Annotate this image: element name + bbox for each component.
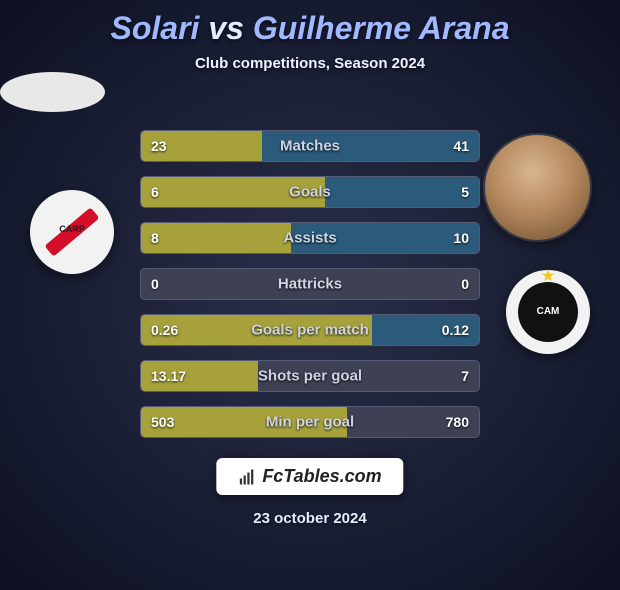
stat-label: Goals per match	[141, 322, 479, 339]
comparison-title: Solari vs Guilherme Arana	[0, 10, 620, 47]
stat-label: Shots per goal	[141, 368, 479, 385]
stat-row: 13.177Shots per goal	[140, 360, 480, 392]
stat-label: Min per goal	[141, 414, 479, 431]
stat-label: Hattricks	[141, 276, 479, 293]
player1-club-badge: CARP	[30, 190, 114, 274]
stat-row: 810Assists	[140, 222, 480, 254]
stat-row: 2341Matches	[140, 130, 480, 162]
player1-name: Solari	[111, 10, 200, 46]
brand-badge: FcTables.com	[216, 458, 403, 495]
player2-name: Guilherme Arana	[253, 10, 510, 46]
stat-row: 00Hattricks	[140, 268, 480, 300]
stat-row: 503780Min per goal	[140, 406, 480, 438]
date-line: 23 october 2024	[0, 510, 620, 527]
club2-label: CAM	[518, 282, 578, 342]
stat-label: Assists	[141, 230, 479, 247]
stat-label: Goals	[141, 184, 479, 201]
brand-logo-icon	[238, 468, 256, 486]
stat-row: 65Goals	[140, 176, 480, 208]
brand-text: FcTables.com	[262, 466, 381, 487]
player2-avatar	[485, 135, 590, 240]
comparison-chart: 2341Matches 65Goals 810Assists 00Hattricks 0…	[140, 130, 480, 452]
stat-row: 0.260.12Goals per match	[140, 314, 480, 346]
club1-label: CARP	[30, 224, 114, 234]
vs-separator: vs	[208, 10, 244, 46]
player1-avatar	[0, 72, 105, 112]
player2-club-badge: ★ CAM	[506, 270, 590, 354]
stat-label: Matches	[141, 138, 479, 155]
season-subtitle: Club competitions, Season 2024	[0, 55, 620, 72]
